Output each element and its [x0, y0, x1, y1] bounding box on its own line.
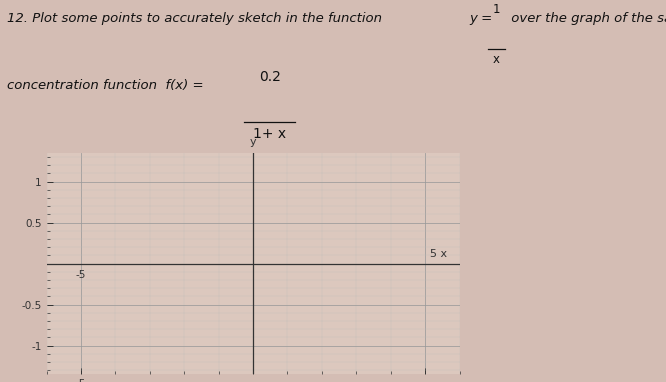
Text: y =: y =: [470, 12, 493, 25]
Text: 1+ x: 1+ x: [253, 127, 286, 141]
Text: 5 x: 5 x: [430, 249, 448, 259]
Text: concentration function  f(x) =: concentration function f(x) =: [7, 79, 203, 92]
Text: 12. Plot some points to accurately sketch in the function: 12. Plot some points to accurately sketc…: [7, 12, 386, 25]
Text: y: y: [250, 137, 256, 147]
Text: x: x: [493, 53, 500, 66]
Text: 1: 1: [492, 3, 500, 16]
Text: -5: -5: [76, 270, 86, 280]
Text: 0.2: 0.2: [259, 70, 280, 84]
Text: over the graph of the sab: over the graph of the sab: [507, 12, 666, 25]
